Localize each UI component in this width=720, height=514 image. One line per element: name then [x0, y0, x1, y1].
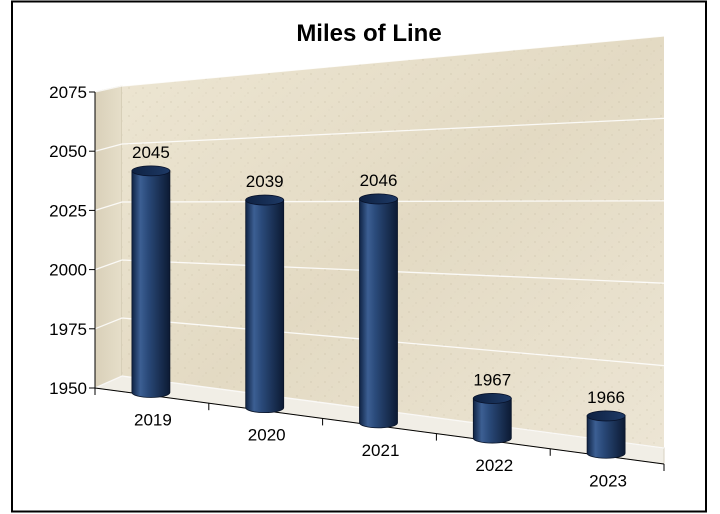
data-label-2022: 1967 [473, 370, 511, 389]
bar-cap [472, 393, 512, 404]
gridline [94, 117, 665, 152]
x-tick-label-2022: 2022 [475, 456, 513, 475]
gridlines [94, 35, 665, 449]
bars [131, 165, 626, 459]
y-tick-label: 2025 [49, 201, 87, 220]
x-tick-label-2023: 2023 [589, 471, 627, 490]
bar-cap [586, 410, 626, 422]
bar-body [245, 199, 285, 414]
gridline [94, 35, 665, 93]
y-tick-label: 1950 [49, 379, 87, 398]
chart-title: Miles of Line [296, 20, 441, 47]
x-tick-label-2020: 2020 [248, 426, 286, 445]
bar-body [131, 170, 171, 398]
data-label-2023: 1966 [587, 388, 625, 407]
bar-cap [131, 165, 171, 177]
y-tick-label: 1975 [49, 320, 87, 339]
gridline [94, 200, 665, 212]
y-tick-label: 2075 [49, 83, 87, 102]
gridline [94, 317, 665, 367]
data-label-2019: 2045 [132, 143, 170, 162]
x-tick-label-2021: 2021 [362, 441, 400, 460]
x-tick-label-2019: 2019 [134, 410, 172, 429]
gridline [94, 259, 665, 284]
bar-2023 [586, 410, 626, 459]
bar-body [472, 398, 512, 444]
bar-cap [245, 194, 285, 206]
data-label-2021: 2046 [360, 171, 398, 190]
bar-cap [359, 193, 398, 205]
bar-body [359, 198, 398, 429]
bar-2020 [245, 194, 285, 414]
bar-2021 [359, 193, 398, 429]
data-label-2020: 2039 [246, 172, 284, 191]
labels: 1950 1975 2000 2025 2050 2075 2045 2019 2039 2020… [49, 83, 627, 490]
bar-2022 [472, 393, 512, 444]
left-wall [94, 85, 123, 389]
y-tick-label: 2000 [49, 261, 87, 280]
bar-2019 [131, 165, 171, 398]
y-tick-label: 2050 [49, 142, 87, 161]
bar-body [586, 415, 626, 459]
